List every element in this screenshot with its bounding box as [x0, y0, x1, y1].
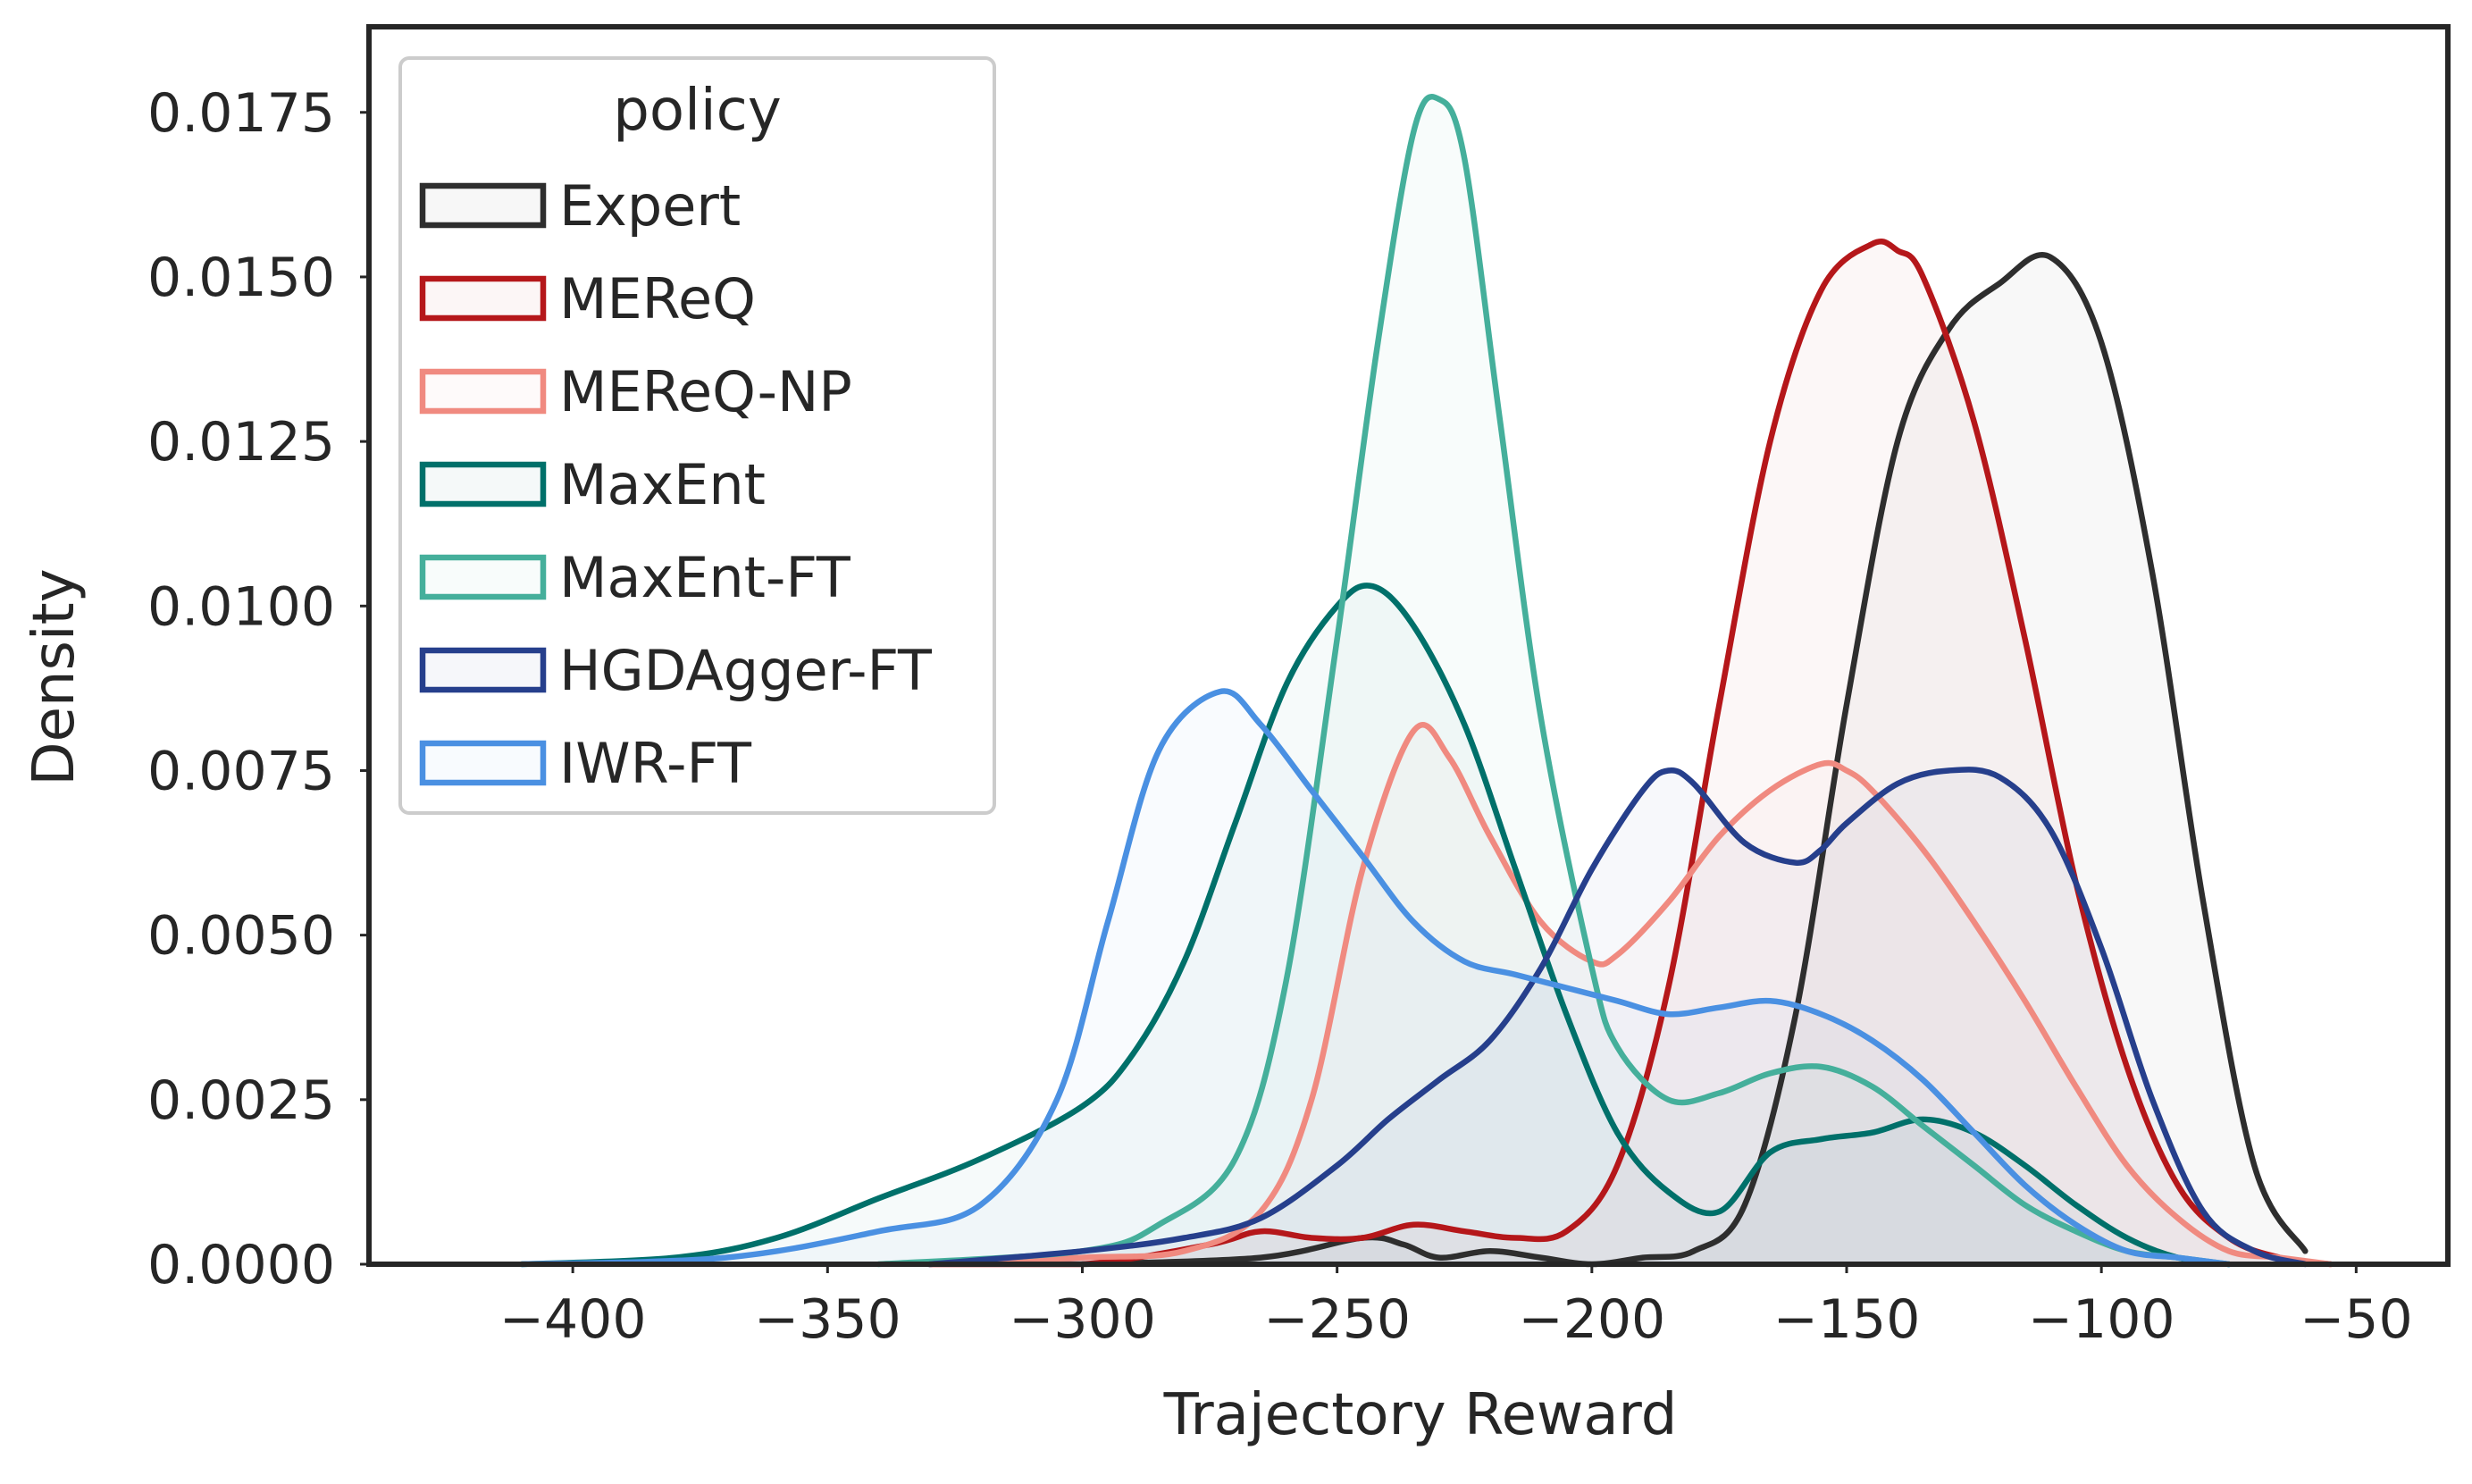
legend-label-iwr-ft: IWR-FT — [559, 731, 752, 796]
line-mereq — [926, 239, 2334, 1268]
y-tick-label: 0.0000 — [147, 1234, 335, 1296]
y-tick-label: 0.0150 — [147, 247, 335, 309]
legend-label-hgdagger-ft: HGDAgger-FT — [559, 638, 933, 703]
x-tick-label: −100 — [2028, 1288, 2175, 1351]
line-maxent-ft — [876, 94, 2233, 1268]
x-tick-label: −250 — [1263, 1288, 1411, 1351]
line-hgdagger-ft — [926, 767, 2309, 1268]
legend-swatch-mereq-np — [419, 368, 547, 415]
legend-swatch-expert — [419, 182, 547, 229]
axes: −400 −350 −300 −250 −200 −150 −100 −50 0.0000 0.0… — [147, 24, 2451, 1351]
x-tick-label: −300 — [1009, 1288, 1156, 1351]
line-expert — [1079, 252, 2309, 1268]
legend-swatch-maxent — [419, 461, 547, 507]
y-tick-label: 0.0050 — [147, 905, 335, 968]
line-iwr-ft — [518, 688, 2233, 1268]
y-axis-label: Density — [21, 568, 88, 785]
y-tick-label: 0.0025 — [147, 1069, 335, 1132]
legend: policy Expert MEReQ MEReQ-NP MaxEnt MaxEnt-FT… — [398, 56, 996, 815]
y-tick-label: 0.0175 — [147, 82, 335, 145]
x-tick-label: −150 — [1773, 1288, 1921, 1351]
x-tick-label: −200 — [1518, 1288, 1665, 1351]
density-lines — [518, 94, 2334, 1268]
legend-label-mereq: MEReQ — [559, 266, 756, 331]
legend-swatch-maxent-ft — [419, 554, 547, 600]
plot-frame — [366, 24, 2451, 1267]
x-tick-label: −50 — [2300, 1288, 2413, 1351]
x-tick-label: −400 — [499, 1288, 647, 1351]
legend-swatch-hgdagger-ft — [419, 647, 547, 693]
x-axis-label: Trajectory Reward — [1163, 1382, 1678, 1448]
line-maxent — [518, 583, 2233, 1268]
legend-label-expert: Expert — [559, 173, 741, 239]
legend-swatch-iwr-ft — [419, 740, 547, 786]
legend-box — [398, 56, 996, 815]
y-tick-label: 0.0125 — [147, 411, 335, 474]
line-mereq-np — [926, 722, 2334, 1268]
legend-swatch-mereq — [419, 275, 547, 322]
legend-label-maxent: MaxEnt — [559, 452, 766, 517]
legend-label-mereq-np: MEReQ-NP — [559, 359, 852, 424]
legend-title: policy — [613, 78, 781, 144]
y-tick-label: 0.0100 — [147, 575, 335, 638]
x-tick-label: −350 — [754, 1288, 901, 1351]
y-tick-label: 0.0075 — [147, 740, 335, 802]
legend-label-maxent-ft: MaxEnt-FT — [559, 545, 851, 610]
